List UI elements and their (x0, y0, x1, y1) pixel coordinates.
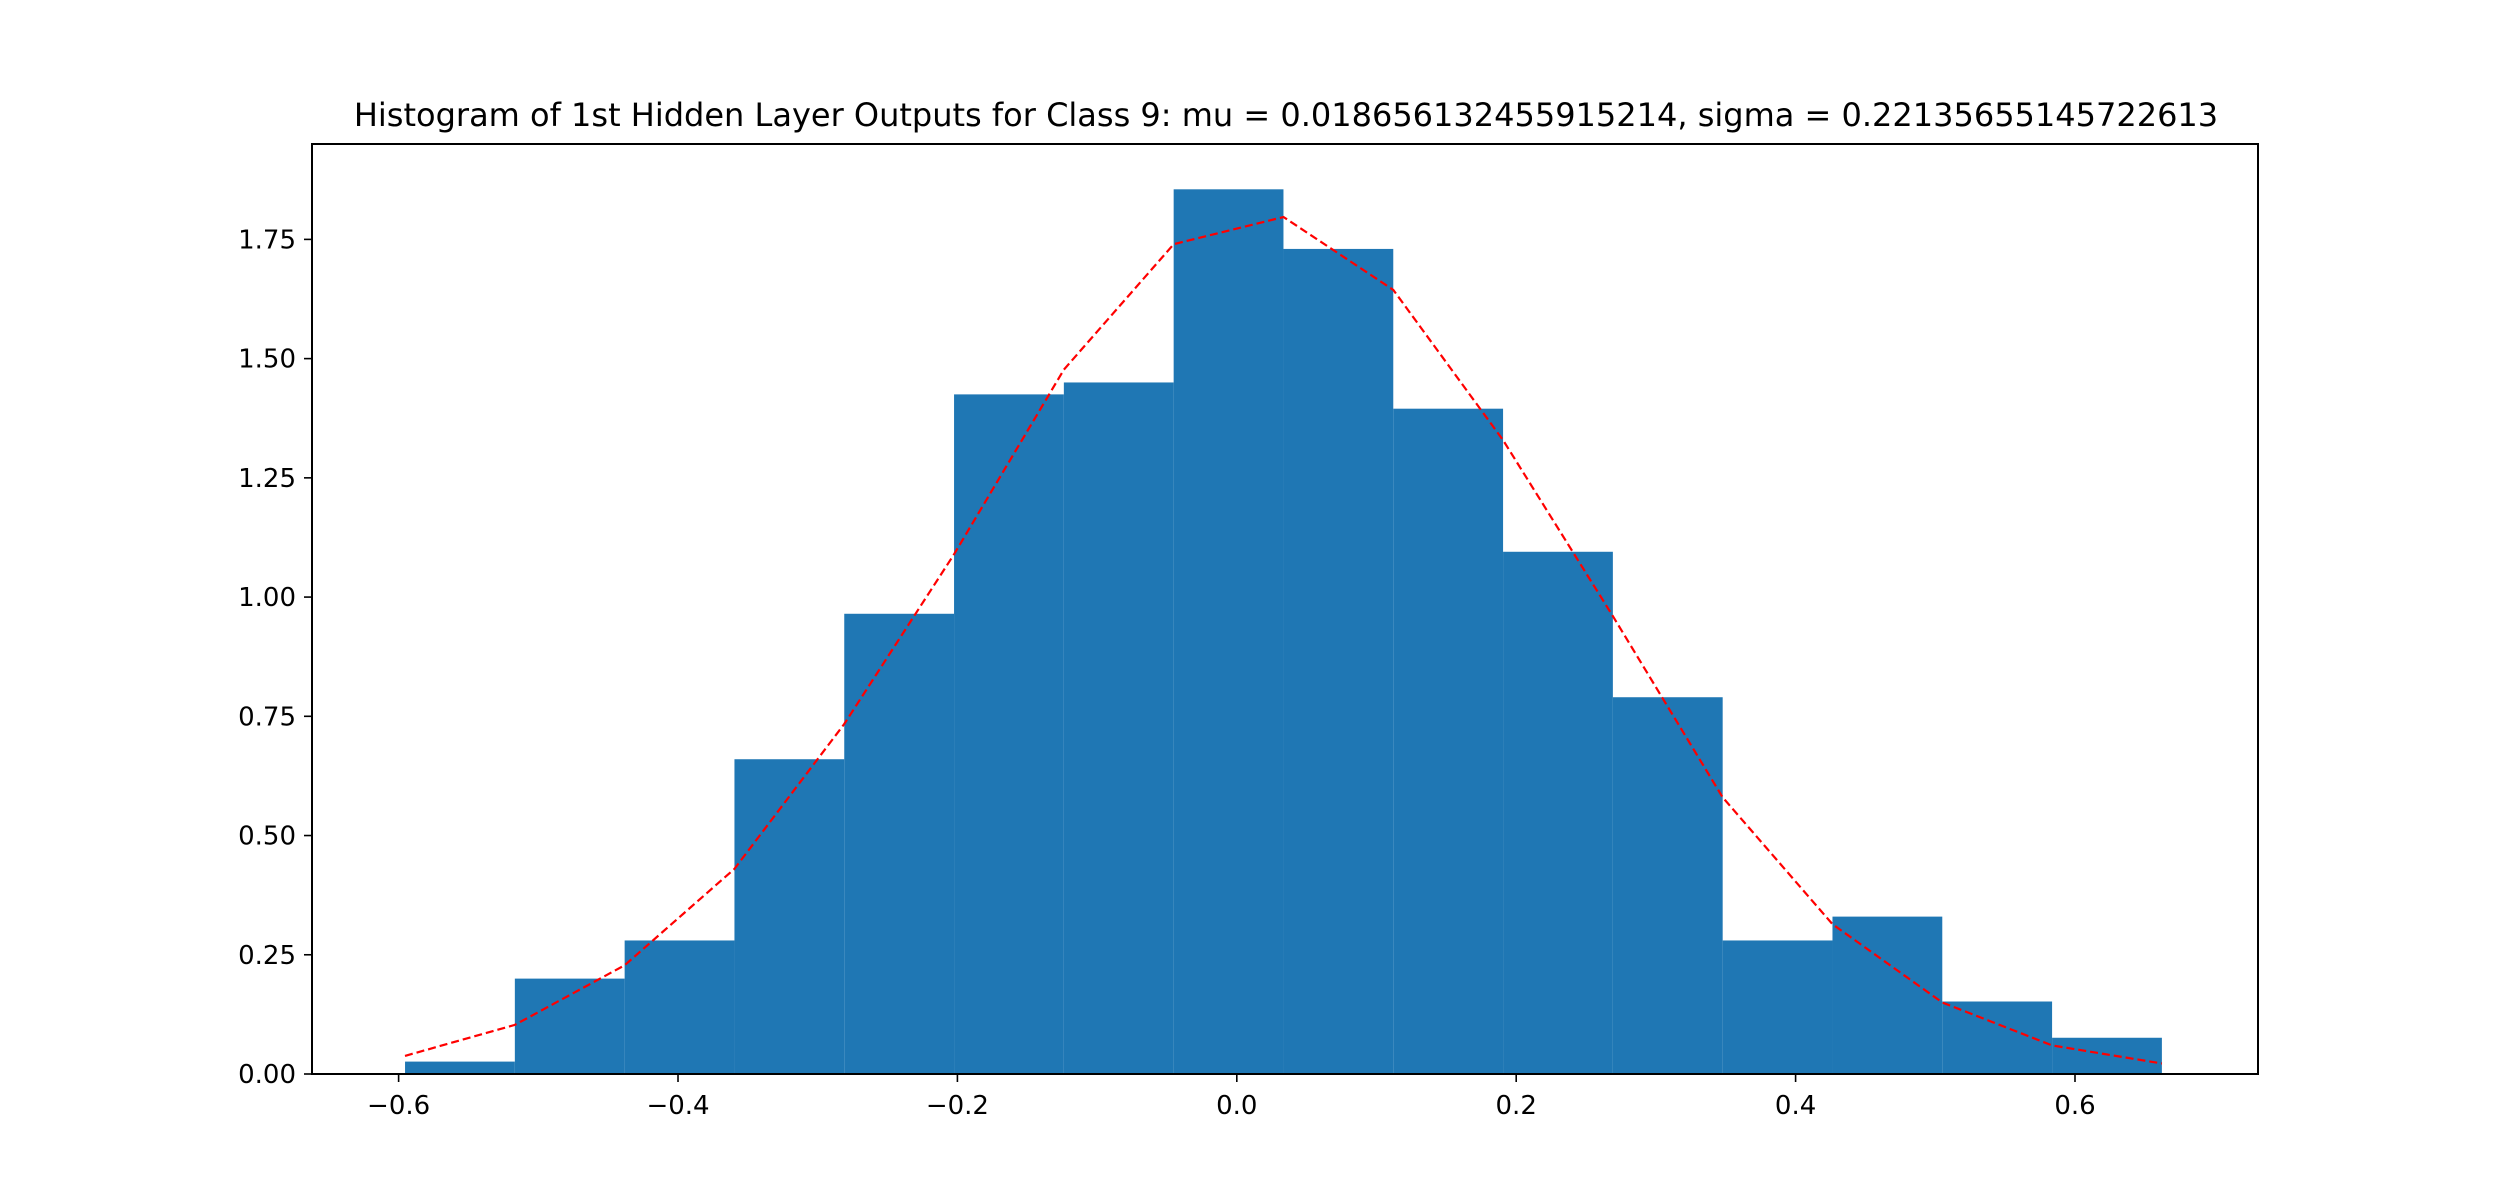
y-tick-label: 1.25 (238, 464, 296, 494)
x-tick-label: 0.0 (1216, 1091, 1257, 1121)
y-tick-label: 0.00 (238, 1060, 296, 1090)
histogram-bar (405, 1061, 515, 1074)
histogram-bar (1173, 189, 1284, 1075)
y-tick-label: 1.75 (238, 225, 296, 255)
plot-frame (311, 143, 2259, 1075)
histogram-bar (734, 759, 845, 1074)
x-tick-label: 0.6 (2054, 1091, 2095, 1121)
histogram-bar (1942, 1001, 2053, 1074)
y-tick-label: 0.50 (238, 822, 296, 852)
chart-title: Histogram of 1st Hidden Layer Outputs fo… (354, 96, 2218, 134)
normal-fit-curve (404, 215, 2163, 1065)
histogram-bar (1612, 697, 1723, 1074)
x-tick-label: −0.2 (926, 1091, 989, 1121)
x-tick-label: 0.2 (1496, 1091, 1537, 1121)
y-tick-label: 0.25 (238, 941, 296, 971)
y-tick-label: 0.75 (238, 702, 296, 732)
histogram-bar (954, 394, 1064, 1074)
x-tick-label: −0.6 (367, 1091, 430, 1121)
histogram-bar (2052, 1037, 2162, 1074)
x-axis-ticks: −0.6 −0.4 −0.2 0.0 0.2 0.4 0.6 (367, 1074, 2096, 1121)
x-tick-label: −0.4 (646, 1091, 709, 1121)
histogram-bar (1393, 408, 1504, 1074)
y-tick-label: 1.00 (238, 583, 296, 613)
histogram-bar (624, 940, 735, 1074)
histogram-bar (1832, 916, 1943, 1074)
histogram-bar (1283, 248, 1394, 1074)
fit-curve-layer (404, 215, 2163, 1065)
histogram-bar (1722, 940, 1833, 1074)
histogram-bar (1503, 551, 1613, 1074)
x-tick-label: 0.4 (1775, 1091, 1816, 1121)
histogram-bar (1063, 382, 1174, 1074)
histogram-bars (405, 189, 2162, 1075)
y-tick-label: 1.50 (238, 345, 296, 375)
histogram-bar (514, 978, 625, 1074)
y-axis-ticks: 0.00 0.25 0.50 0.75 1.00 1.25 1.50 1.75 (238, 225, 312, 1090)
histogram-bar (844, 613, 955, 1074)
